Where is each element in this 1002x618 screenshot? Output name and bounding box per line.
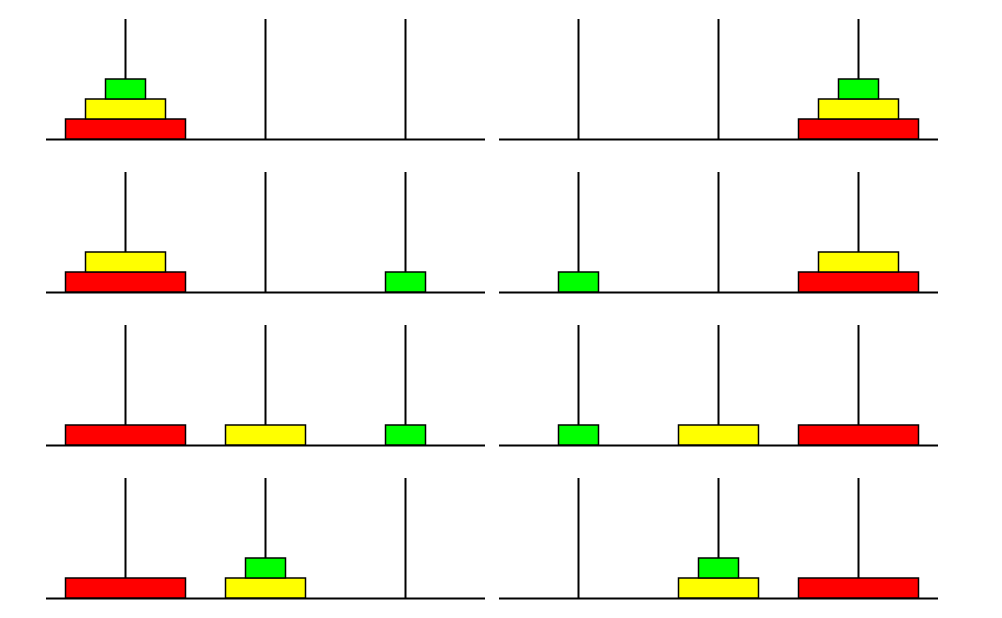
panel-step-2 [46,172,485,294]
panel-step-7 [499,172,938,294]
disk-small [557,424,600,446]
disk-medium [677,424,760,446]
disk-medium [224,424,307,446]
disk-medium [817,251,900,273]
disk-medium [84,251,167,273]
panel-step-8 [499,19,938,141]
disk-small [384,271,427,293]
panel-step-4 [46,478,485,600]
panel-step-5 [499,478,938,600]
disk-small [384,424,427,446]
disk-large [797,118,920,140]
disk-small [104,78,147,100]
disk-small [697,557,740,579]
disk-medium [677,577,760,599]
disk-large [797,577,920,599]
disk-large [64,577,187,599]
panel-step-1 [46,19,485,141]
panel-step-3 [46,325,485,447]
disk-large [797,271,920,293]
disk-large [64,118,187,140]
disk-small [837,78,880,100]
panel-step-6 [499,325,938,447]
disk-medium [224,577,307,599]
disk-small [244,557,287,579]
disk-large [64,271,187,293]
disk-large [64,424,187,446]
disk-large [797,424,920,446]
disk-medium [84,98,167,120]
disk-small [557,271,600,293]
disk-medium [817,98,900,120]
